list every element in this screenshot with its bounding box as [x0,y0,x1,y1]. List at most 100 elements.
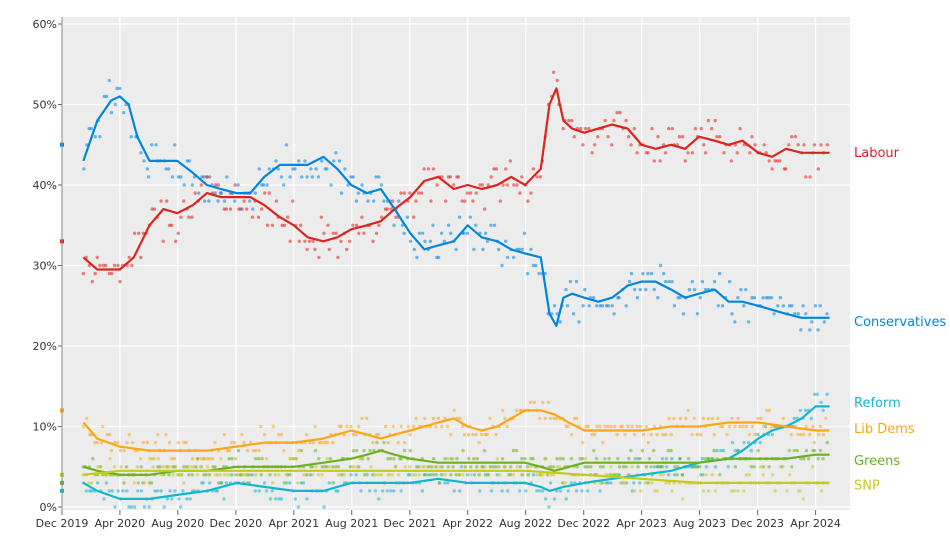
poll-dot [219,457,223,461]
poll-dot [224,481,229,485]
poll-dot [132,481,136,485]
poll-dot [706,118,711,123]
poll-dot [795,448,799,453]
poll-dot [444,199,448,203]
poll-dot [804,424,808,429]
poll-dot [566,424,570,429]
poll-dot [661,465,665,469]
poll-dot [796,432,800,437]
poll-dot [799,432,803,437]
poll-dot [756,448,760,453]
poll-dot [686,457,691,461]
poll-dot [98,263,102,268]
poll-dot [710,416,714,421]
poll-dot [254,448,258,453]
poll-dot [93,271,97,276]
poll-dot [710,473,714,477]
poll-dot [159,199,163,203]
poll-dot [508,473,513,477]
poll-dot [641,271,645,276]
poll-dot [446,465,450,469]
poll-dot [538,416,542,421]
poll-dot [169,223,174,227]
poll-dot [759,465,763,469]
poll-dot [222,432,226,437]
poll-dot [337,159,342,163]
x-tick-label: Aug 2023 [673,517,726,530]
poll-dot [187,465,191,469]
poll-dot [434,465,438,469]
poll-dot [253,457,258,461]
poll-dot [583,126,588,131]
poll-dot [432,457,436,461]
series-label: Reform [854,396,901,411]
poll-dot [339,424,343,429]
poll-dot [505,424,509,429]
poll-dot [184,440,188,445]
poll-dot [208,175,212,179]
poll-dot [461,473,465,477]
poll-dot [690,432,694,437]
poll-dot [240,432,244,437]
poll-dot [784,167,788,171]
poll-dot [354,432,358,437]
poll-dot [377,175,381,179]
poll-dot [590,432,594,437]
poll-dot [477,440,481,445]
poll-dot [164,167,168,171]
poll-dot [139,255,143,260]
poll-dot [767,465,771,469]
poll-dot [456,175,461,179]
poll-dot [792,416,796,421]
poll-dot [268,497,273,501]
poll-dot [277,432,281,437]
poll-dot [788,473,792,477]
poll-dot [621,465,626,469]
poll-dot [698,296,702,300]
poll-dot [612,118,616,123]
poll-dot [299,223,303,227]
poll-dot [535,473,539,477]
poll-dot [644,424,648,429]
poll-dot [595,457,599,461]
y-tick-label: 0% [40,501,57,514]
poll-dot [153,489,157,493]
poll-dot [544,457,548,461]
poll-dot [230,457,234,461]
poll-dot [537,489,542,493]
poll-dot [531,473,536,477]
series-labels: Labour Conservatives Reform Lib Dems Greens S… [854,146,946,493]
poll-dot [334,151,338,155]
poll-dot [537,271,541,276]
poll-dot [305,473,309,477]
poll-dot [377,223,381,227]
poll-dot [497,247,501,252]
poll-dot [552,497,557,501]
poll-dot [769,296,774,300]
poll-dot [632,481,636,485]
poll-dot [529,247,533,252]
poll-dot [664,432,668,437]
poll-dot [684,416,688,421]
poll-dot [279,175,284,179]
poll-dot [448,175,453,179]
poll-dot [226,473,230,477]
poll-dot [348,465,352,469]
poll-dot [284,473,288,477]
poll-dot [184,465,189,469]
poll-dot [156,432,160,437]
poll-dot [713,465,717,469]
poll-dot [486,183,490,187]
poll-dot [699,432,703,437]
poll-dot [664,481,668,485]
poll-dot [349,473,353,477]
poll-dot [593,432,597,437]
poll-dot [121,489,125,493]
poll-dot [307,239,312,243]
poll-dot [282,448,286,453]
poll-dot [781,416,785,421]
poll-dot [452,183,456,187]
poll-dot [569,481,573,485]
poll-dot [571,312,576,316]
poll-dot [590,151,594,155]
